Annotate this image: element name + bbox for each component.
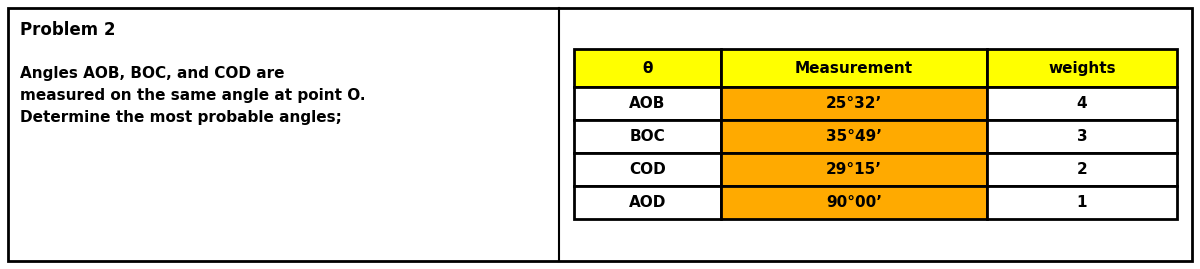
Text: COD: COD [629,162,666,178]
Text: Angles AOB, BOC, and COD are
measured on the same angle at point O.
Determine th: Angles AOB, BOC, and COD are measured on… [20,66,366,125]
Text: 25°32’: 25°32’ [826,97,882,111]
Bar [574,49,721,87]
Text: 35°49’: 35°49’ [826,129,882,144]
Text: AOD: AOD [629,196,666,211]
Bar [986,121,1177,154]
Bar [721,87,986,121]
Text: weights: weights [1048,61,1116,76]
Bar [721,49,986,87]
Bar [574,154,721,186]
Bar [986,87,1177,121]
Bar [986,49,1177,87]
Text: 90°00’: 90°00’ [826,196,882,211]
Bar [721,121,986,154]
Bar [574,121,721,154]
Text: BOC: BOC [630,129,665,144]
Bar [986,154,1177,186]
Bar [574,87,721,121]
Text: 1: 1 [1076,196,1087,211]
Text: 3: 3 [1076,129,1087,144]
Bar [986,186,1177,220]
Text: θ: θ [642,61,653,76]
Text: 4: 4 [1076,97,1087,111]
Bar [721,154,986,186]
Text: 29°15’: 29°15’ [826,162,882,178]
Text: 2: 2 [1076,162,1087,178]
Text: Problem 2: Problem 2 [20,21,115,39]
Text: Measurement: Measurement [796,61,913,76]
Bar [721,186,986,220]
Text: AOB: AOB [629,97,666,111]
Bar [574,186,721,220]
